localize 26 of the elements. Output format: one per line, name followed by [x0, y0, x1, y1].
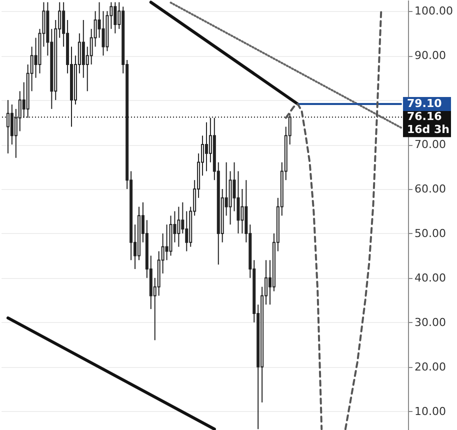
line-series: [284, 103, 323, 430]
candlestick: [82, 20, 85, 78]
candlestick: [114, 2, 117, 34]
candlestick: [6, 100, 10, 154]
y-tick-label: 50.00: [414, 226, 446, 240]
ref-line-label: 76.16: [407, 110, 442, 124]
candlestick: [102, 10, 105, 56]
candlestick: [165, 224, 168, 261]
y-tick-label: 100.00: [414, 4, 453, 18]
y-tick-label: 40.00: [414, 271, 446, 284]
annotation: 79.10: [407, 97, 442, 110]
y-tick-label: 90.00: [414, 49, 446, 62]
candlestick: [10, 104, 14, 146]
candlestick: [185, 210, 188, 252]
candlestick: [204, 122, 208, 172]
y-tick-label: 30.00: [414, 316, 446, 329]
annotation: 16d 3h: [407, 123, 450, 136]
candlestick: [34, 37, 38, 78]
y-tick-label: 20.00: [414, 360, 446, 374]
y-tick-label: 70.00: [414, 138, 446, 152]
y-tick-label: 60.00: [414, 182, 446, 196]
y-tick-label: 10.00: [414, 404, 446, 418]
candlestick: [177, 206, 180, 248]
candlestick: [240, 188, 244, 234]
line-series: [344, 9, 382, 430]
candlestick: [18, 90, 22, 132]
